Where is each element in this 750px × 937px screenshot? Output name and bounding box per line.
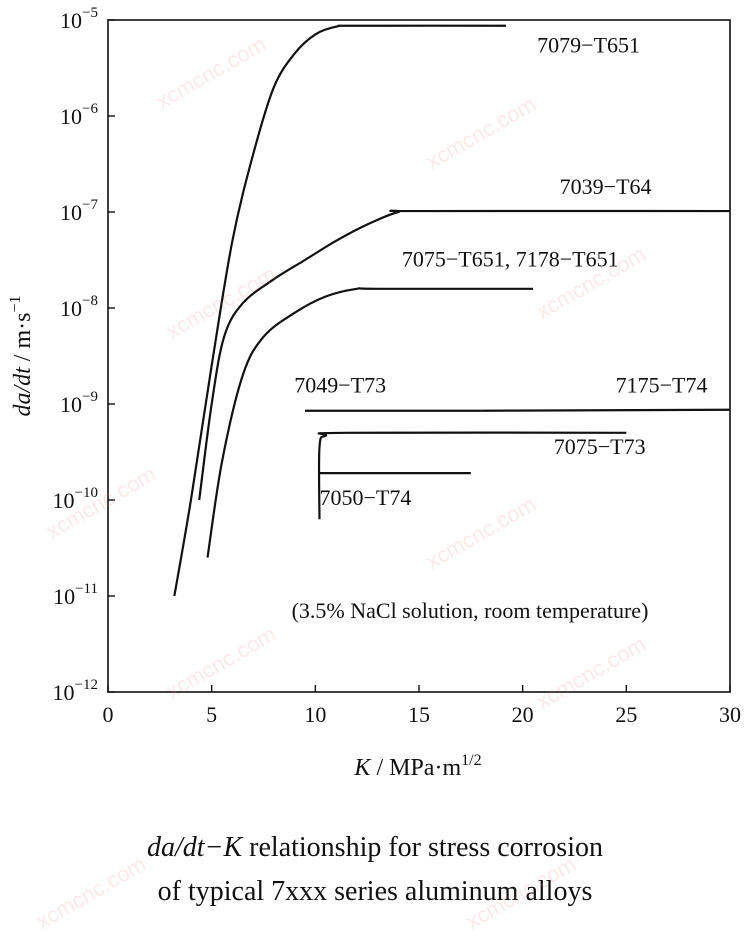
series-label-7075-t651-7178-t651: 7075−T651, 7178−T651 bbox=[402, 247, 619, 272]
series-line-7175-t74 bbox=[481, 408, 731, 412]
y-tick-label: 10−5 bbox=[60, 5, 98, 33]
x-tick-label: 30 bbox=[719, 702, 741, 727]
caption-math: da/dt−K bbox=[147, 832, 243, 863]
y-tick-label: 10−8 bbox=[60, 293, 98, 321]
x-tick-label: 5 bbox=[206, 702, 217, 727]
series-label-7039-t64: 7039−T64 bbox=[560, 174, 652, 199]
series-label-7049-t73: 7049−T73 bbox=[294, 372, 386, 397]
series-label-7050-t74: 7050−T74 bbox=[319, 485, 411, 510]
y-tick-label: 10−7 bbox=[60, 197, 98, 225]
x-tick-label: 10 bbox=[304, 702, 326, 727]
y-axis: 10−5 10−6 10−7 10−8 10−9 10−10 10−11 10−12 bbox=[53, 5, 115, 705]
y-tick-label: 10−9 bbox=[60, 389, 98, 417]
series-lines bbox=[173, 24, 731, 597]
x-tick-label: 20 bbox=[512, 702, 534, 727]
series-label-7175-t74: 7175−T74 bbox=[616, 372, 708, 397]
series-labels: 7079−T651 7039−T64 7075−T651, 7178−T651 704… bbox=[294, 33, 707, 510]
figure-caption-line-2: of typical 7xxx series aluminum alloys bbox=[157, 876, 593, 907]
x-tick-label: 0 bbox=[103, 702, 114, 727]
y-tick-label: 10−10 bbox=[53, 485, 98, 513]
series-line-7039-t64 bbox=[198, 209, 731, 501]
x-axis: 0 5 10 15 20 25 30 bbox=[103, 685, 741, 727]
x-axis-label: K / MPa·m1/2 bbox=[353, 752, 481, 781]
x-tick-label: 25 bbox=[615, 702, 637, 727]
series-line-7079-t651 bbox=[173, 24, 507, 597]
y-tick-label: 10−6 bbox=[60, 101, 98, 129]
y-tick-label: 10−11 bbox=[53, 581, 98, 609]
plot-frame bbox=[107, 19, 731, 693]
y-tick-label: 10−12 bbox=[53, 677, 98, 705]
chart-svg: 0 5 10 15 20 25 30 10−510−610−710−810−910−1010… bbox=[7, 5, 741, 781]
figure-caption-line-1: da/dt−K relationship for stress corrosio… bbox=[0, 828, 750, 868]
x-tick-label: 15 bbox=[408, 702, 430, 727]
caption-text: relationship for stress corrosion bbox=[242, 832, 603, 863]
series-line-7075-t73 bbox=[317, 431, 627, 520]
annotation: (3.5% NaCl solution, room temperature) bbox=[292, 598, 649, 623]
series-label-7079-t651: 7079−T651 bbox=[537, 33, 640, 58]
series-line-7075-t651-7178-t651 bbox=[206, 287, 534, 558]
series-label-7075-t73: 7075−T73 bbox=[554, 434, 646, 459]
y-axis-label: da/dt / m·s−1 bbox=[7, 295, 36, 416]
